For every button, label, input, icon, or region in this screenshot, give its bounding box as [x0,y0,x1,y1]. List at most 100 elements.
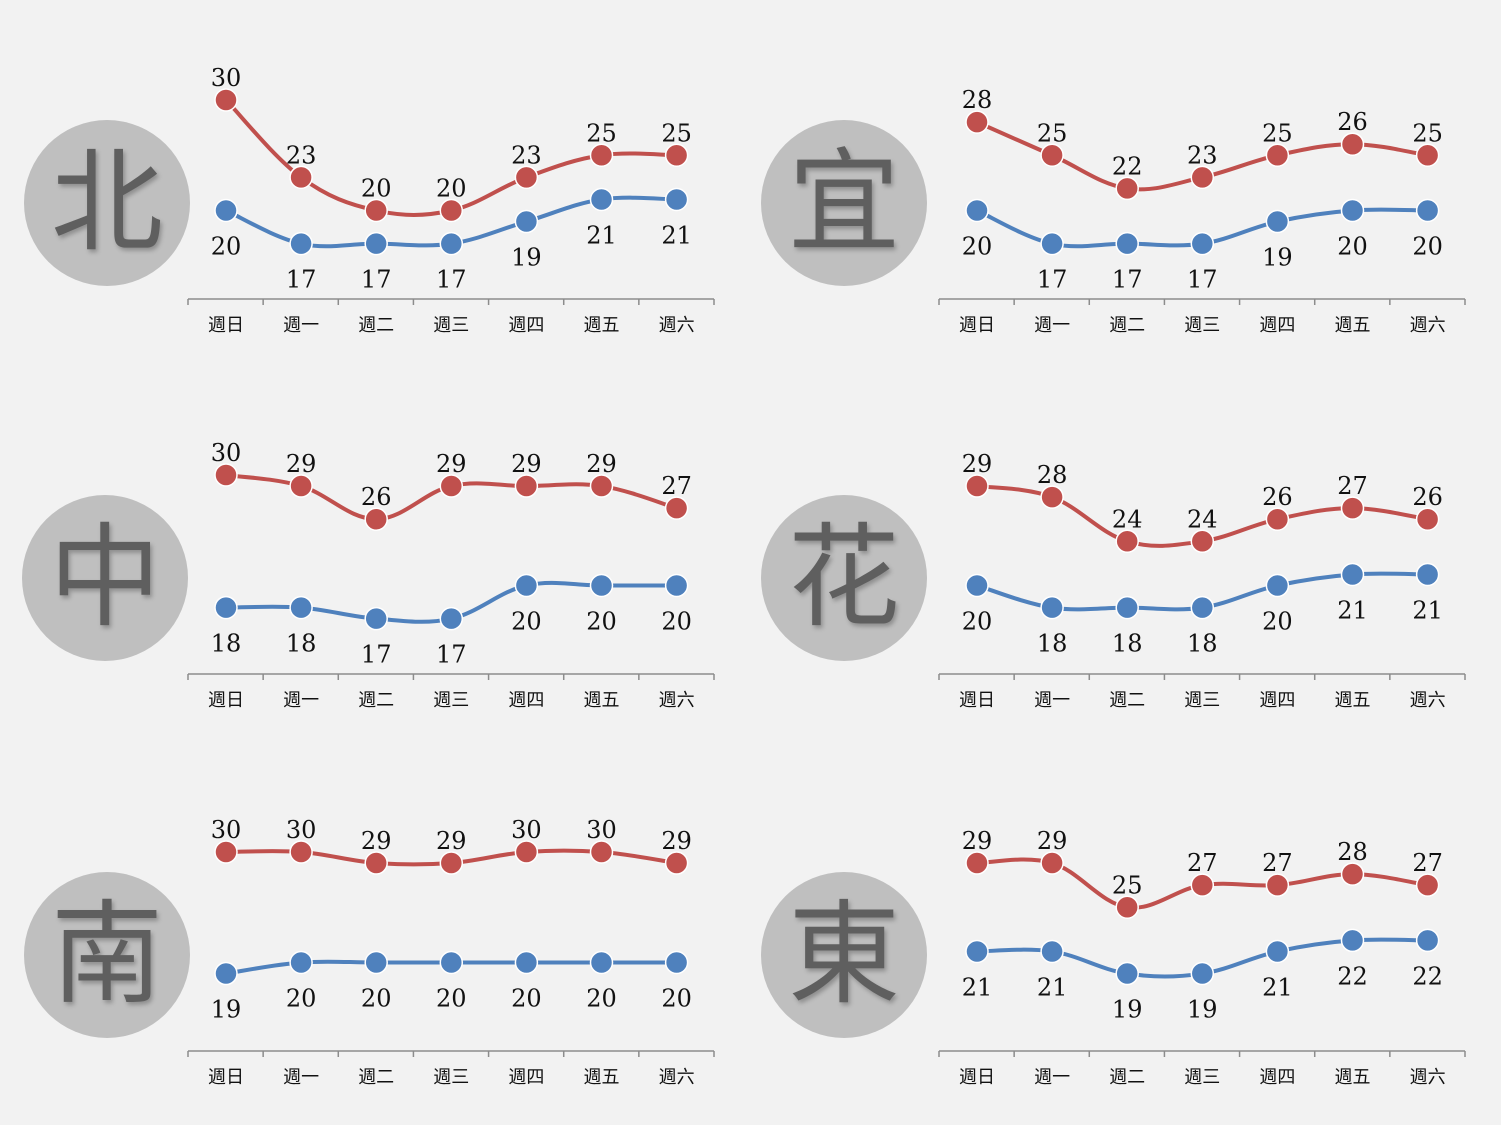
data-label-high: 26 [361,483,392,511]
x-tick-label: 週六 [659,1067,695,1088]
x-tick-label: 週二 [1109,315,1145,336]
x-tick-label: 週三 [433,1067,469,1088]
x-tick-label: 週二 [1109,690,1145,711]
data-point-low [965,198,989,223]
data-label-high: 29 [962,827,993,855]
data-point-low [364,231,388,256]
data-label-high: 25 [1412,119,1443,147]
data-label-low: 17 [361,641,392,669]
data-point-high [1415,143,1440,167]
x-tick-label: 週二 [358,1067,394,1088]
city-badge-hualien: 花 [761,495,927,661]
data-label-low: 18 [286,630,317,658]
data-point-low [1415,198,1440,223]
data-label-high: 23 [511,141,542,169]
data-label-low: 17 [436,641,467,669]
data-label-high: 24 [1187,505,1218,533]
x-tick-label: 週日 [208,1067,244,1088]
data-label-low: 22 [1412,962,1443,990]
data-point-high [214,88,238,112]
data-label-low: 18 [1187,630,1218,658]
data-label-low: 19 [511,244,542,272]
line-chart-south: 週日 週一 週二 週三 週四 週五 週六 30 30 29 29 30 30 29 19 20 20 20 20 20… [187,816,715,1088]
data-label-high: 26 [1337,108,1368,136]
data-point-high [664,143,689,167]
data-point-high [1190,529,1215,554]
x-tick-label: 週日 [208,315,244,336]
x-tick-label: 週五 [584,1067,620,1088]
x-tick-label: 週四 [1259,690,1295,711]
data-label-low: 21 [962,973,993,1001]
data-label-low: 21 [1037,973,1068,1001]
x-tick-label: 週三 [1184,690,1220,711]
data-point-low [289,231,313,256]
line-chart-yilan: 週日 週一 週二 週三 週四 週五 週六 28 25 22 23 25 26 25 20 17 17 17 19 20… [938,86,1466,336]
data-label-high: 23 [1187,141,1218,169]
data-label-low: 20 [511,608,542,636]
chart-panel-south: 南 週日 週一 週二 週三 週四 週五 週六 30 30 29 29 30 30 29 19 20 20 20 20… [0,752,740,1112]
data-label-high: 29 [361,827,392,855]
x-tick-label: 週五 [1335,690,1371,711]
data-label-low: 21 [1337,596,1368,624]
data-point-low [1340,562,1365,587]
line-chart-north: 週日 週一 週二 週三 週四 週五 週六 30 23 20 20 23 25 25 20 17 17 17 19 21… [187,64,715,336]
data-point-low [214,595,238,620]
data-label-low: 17 [1187,266,1218,294]
data-point-low [1115,961,1139,986]
chart-panel-hualien: 花 週日 週一 週二 週三 週四 週五 週六 29 28 24 24 26 27 26 20 18 18 18 20… [751,375,1491,735]
x-tick-label: 週六 [1410,690,1446,711]
data-point-high [1415,873,1440,897]
city-badge-label: 宜 [788,138,900,268]
data-label-high: 30 [586,816,617,844]
data-point-high [1040,143,1064,167]
x-tick-label: 週五 [584,690,620,711]
data-label-high: 29 [436,450,467,478]
data-point-high [589,474,614,498]
data-label-high: 27 [1412,849,1443,877]
data-label-low: 17 [361,266,392,294]
data-point-high [1340,496,1365,520]
data-label-low: 21 [1262,973,1293,1001]
data-point-low [965,939,989,964]
x-tick-label: 週三 [433,690,469,711]
data-label-low: 21 [1412,596,1443,624]
data-point-high [364,507,388,531]
data-point-high [364,198,388,223]
data-point-low [439,950,464,975]
data-point-high [439,474,464,498]
data-label-high: 23 [286,141,317,169]
data-point-low [289,950,313,975]
data-label-high: 27 [661,472,692,500]
data-point-low [1040,939,1064,964]
data-label-low: 17 [1037,266,1068,294]
data-point-low [439,231,464,256]
data-point-high [1190,873,1215,897]
chart-panel-central: 中 週日 週一 週二 週三 週四 週五 週六 30 29 26 29 29 29 27 18 18 17 17 20… [0,375,740,735]
city-badge-label: 南 [51,890,163,1020]
data-label-high: 22 [1112,152,1143,180]
data-point-low [664,950,689,975]
x-tick-label: 週六 [1410,1067,1446,1088]
data-point-high [289,165,313,190]
data-point-high [1340,132,1365,156]
data-point-high [965,474,989,498]
data-label-low: 20 [1412,233,1443,261]
chart-panel-north: 北 週日 週一 週二 週三 週四 週五 週六 30 23 20 20 23 25 25 20 17 17 17 19… [0,0,740,360]
data-point-high [965,851,989,875]
data-point-low [1265,573,1290,598]
x-tick-label: 週一 [283,315,319,336]
data-label-high: 30 [211,439,242,467]
data-point-high [364,851,388,875]
data-label-low: 20 [361,985,392,1013]
city-badge-label: 花 [788,513,900,643]
data-point-high [1040,485,1064,509]
city-badge-yilan: 宜 [761,120,927,286]
data-label-high: 28 [1337,838,1368,866]
data-label-low: 20 [511,985,542,1013]
data-point-low [514,950,539,975]
data-point-high [1115,529,1139,554]
x-tick-label: 週五 [1335,1067,1371,1088]
data-label-high: 24 [1112,505,1143,533]
data-label-low: 18 [1112,630,1143,658]
data-label-high: 25 [1262,119,1293,147]
